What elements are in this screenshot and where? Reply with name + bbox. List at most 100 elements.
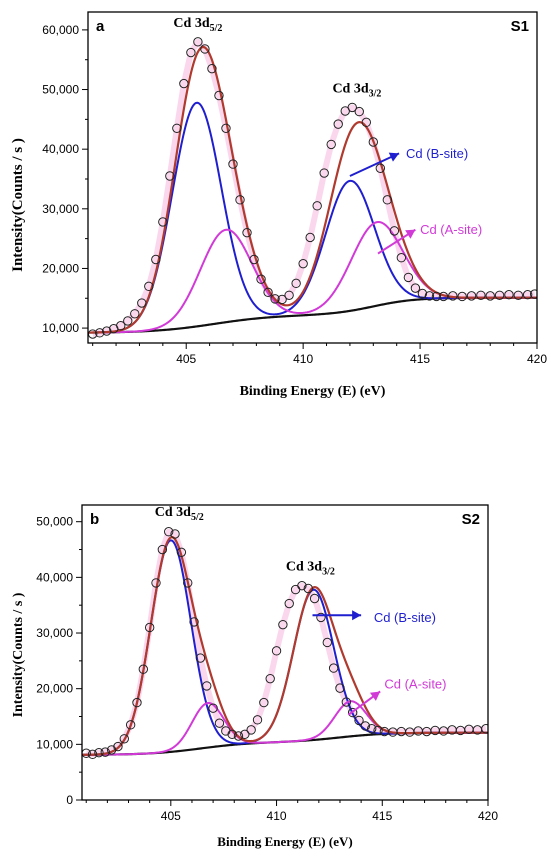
data-point (504, 289, 514, 300)
data-point (170, 529, 180, 539)
x-tick-label: 410 (267, 809, 287, 823)
data-point (246, 725, 256, 735)
data-point (263, 287, 273, 298)
data-point (102, 326, 112, 336)
data-point (228, 159, 238, 169)
data-point (144, 281, 154, 292)
data-point (179, 78, 189, 89)
x-tick-label: 415 (410, 352, 430, 366)
plot-frame (81, 504, 489, 801)
data-point (195, 653, 206, 663)
y-tick-label: 40,000 (42, 142, 79, 156)
data-point (94, 747, 104, 758)
y-tick-label: 20,000 (42, 261, 79, 275)
data-point (476, 290, 486, 300)
peak-label: Cd 3d5/2 (155, 505, 204, 523)
sample-label: S2 (462, 511, 480, 528)
data-point (522, 289, 533, 300)
panel-a-s1: 405 410 415 420 10,000 20,000 30,000 40,000 50,0… (10, 11, 547, 399)
site-arrow-line (349, 152, 400, 177)
x-axis-title: Binding Energy (E) (eV) (240, 384, 386, 399)
data-point (389, 226, 400, 236)
data-point (186, 47, 196, 58)
peak-label: Cd 3d3/2 (332, 82, 381, 100)
data-point (375, 163, 386, 173)
y-tick-label: 20,000 (36, 682, 73, 696)
data-point (361, 117, 371, 128)
data-point (94, 328, 105, 338)
plot-frame (87, 11, 538, 344)
x-tick-label: 405 (161, 809, 181, 823)
data-point (354, 715, 364, 726)
data-point (137, 298, 147, 308)
panel-letter: a (96, 18, 105, 35)
x-axis-title: Binding Energy (E) (eV) (217, 834, 352, 849)
data-point (333, 119, 343, 129)
raw-data-band (92, 38, 535, 338)
site-arrow-head (388, 152, 400, 162)
data-point (417, 288, 428, 299)
a-site-component-line (82, 700, 488, 756)
data-point (513, 290, 523, 300)
data-point (119, 734, 129, 744)
peak-label: Cd 3d5/2 (173, 16, 222, 34)
data-point (200, 44, 210, 54)
data-point (235, 195, 245, 205)
data-point (367, 724, 377, 734)
y-tick-label: 50,000 (36, 515, 73, 529)
data-point (347, 707, 358, 718)
data-point (207, 63, 217, 74)
data-point (172, 123, 182, 134)
site-arrow-head (405, 229, 416, 239)
data-point (165, 171, 175, 181)
data-point (221, 123, 231, 134)
site-label: Cd (B-site) (374, 610, 436, 625)
plot-area (82, 527, 488, 760)
site-label: Cd (A-site) (384, 677, 446, 692)
x-tick-label: 420 (478, 809, 498, 823)
data-point (164, 527, 174, 537)
data-point (130, 309, 140, 319)
data-point (193, 37, 203, 47)
data-point (360, 721, 371, 731)
data-point (298, 258, 308, 269)
data-point (233, 731, 244, 741)
data-point (326, 139, 336, 150)
data-point (316, 612, 326, 623)
data-point (303, 583, 313, 594)
data-point (240, 729, 250, 740)
data-point (138, 664, 149, 674)
data-point (265, 673, 275, 684)
data-point (312, 201, 322, 211)
y-tick-label: 50,000 (42, 83, 79, 97)
data-point (123, 316, 133, 326)
data-point (208, 703, 218, 713)
site-label: Cd (A-site) (420, 222, 482, 237)
data-point (249, 254, 259, 265)
x-tick-label: 410 (293, 352, 313, 366)
panel-letter: b (90, 511, 99, 528)
data-point (481, 724, 488, 734)
data-point (158, 217, 168, 227)
x-tick-label: 415 (372, 809, 392, 823)
x-tick-label: 420 (527, 352, 547, 366)
y-axis-title: Intensity(Counts / s ) (11, 592, 26, 717)
data-point (87, 749, 98, 760)
data-point (373, 725, 383, 736)
data-point (341, 697, 352, 707)
data-point (270, 294, 280, 304)
plot-area (88, 37, 537, 339)
data-point (125, 720, 136, 730)
site-arrow-head (369, 691, 381, 701)
data-point (431, 291, 442, 302)
data-point (252, 715, 263, 725)
data-point (424, 291, 435, 301)
data-point (438, 291, 449, 302)
sample-label: S1 (511, 18, 529, 35)
data-point (151, 578, 161, 588)
x-tick-label: 405 (176, 352, 196, 366)
data-point (256, 274, 266, 284)
data-point (284, 290, 294, 300)
data-point (214, 718, 225, 728)
